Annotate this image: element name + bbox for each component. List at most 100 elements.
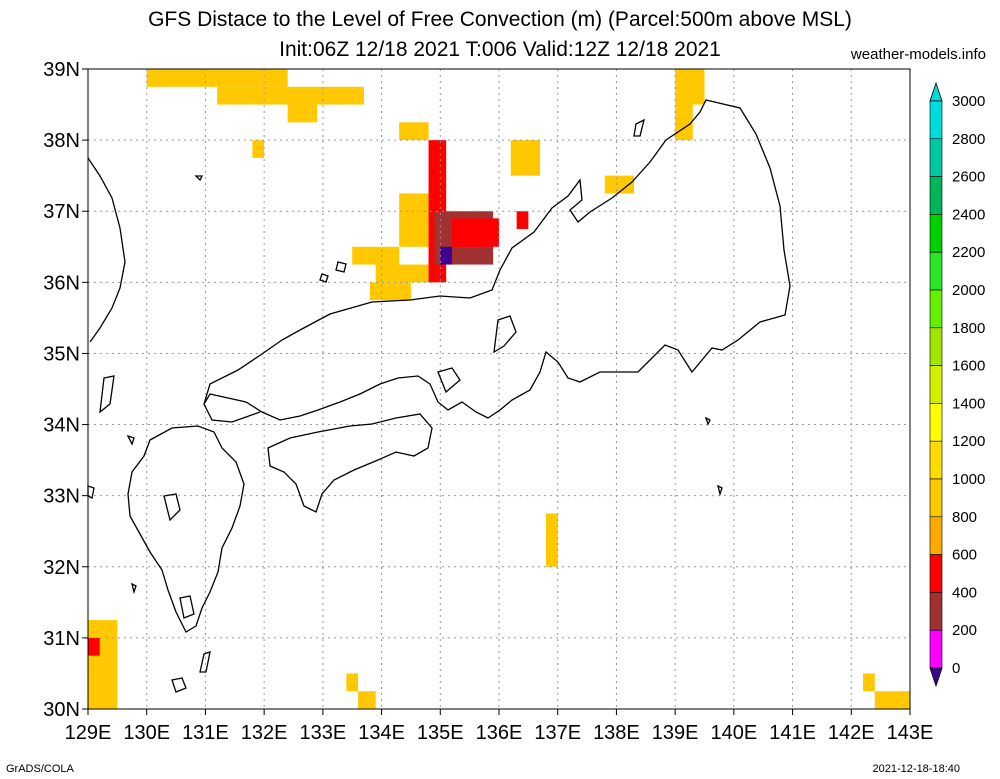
korea-south-island [87, 485, 95, 499]
yakushima [171, 677, 187, 693]
lon-label: 135E [417, 722, 464, 744]
colorbar-label: 3000 [952, 93, 985, 110]
lon-label: 143E [887, 722, 934, 744]
colorbar-top-arrow [929, 81, 943, 102]
colorbar-swatch [929, 516, 943, 555]
lon-label: 140E [710, 722, 757, 744]
footer-timestamp: 2021-12-18-18:40 [872, 763, 960, 775]
honshu-west [203, 329, 301, 405]
lat-label: 38N [43, 130, 80, 152]
awaji-island [437, 367, 461, 394]
field-cell [675, 104, 693, 141]
colorbar-label: 2400 [952, 206, 985, 223]
lon-label: 129E [65, 722, 112, 744]
field-cell [88, 620, 118, 709]
lat-label: 32N [43, 557, 80, 579]
oki-island-2 [319, 273, 329, 283]
field-cells [88, 69, 910, 709]
chart-subtitle: Init:06Z 12/18 2021 T:006 Valid:12Z 12/1… [279, 38, 721, 61]
axis-ticks [82, 68, 911, 715]
field-cell [88, 637, 100, 656]
lon-label: 139E [652, 722, 699, 744]
lon-label: 136E [476, 722, 523, 744]
grid-lines [88, 69, 910, 709]
colorbar-swatch [929, 100, 943, 140]
tanegashima [199, 651, 211, 673]
colorbar-label: 1000 [952, 471, 985, 488]
colorbar-label: 600 [952, 547, 977, 564]
colorbar-label: 1200 [952, 433, 985, 450]
field-cell [604, 175, 635, 194]
koshiki-island [131, 582, 137, 595]
colorbar-label: 200 [952, 622, 977, 639]
colorbar-swatch [929, 478, 943, 518]
field-cell [369, 282, 411, 301]
lat-label: 34N [43, 415, 80, 437]
izu-island [704, 416, 711, 426]
noto-peninsula [493, 315, 517, 354]
colorbar-swatch [929, 251, 943, 291]
colorbar-swatch [929, 327, 943, 366]
field-cell [675, 69, 705, 105]
kyushu-inner-2 [179, 595, 195, 619]
field-cell [352, 246, 400, 265]
lon-label: 134E [358, 722, 405, 744]
iki-island [126, 434, 135, 446]
field-cell [874, 691, 910, 709]
latitude-labels: 39N 38N 37N 36N 35N 34N 33N 32N 31N 30N [43, 59, 80, 721]
field-cell [863, 673, 875, 692]
oki-island [335, 261, 347, 273]
colorbar-label: 2600 [952, 169, 985, 186]
field-cell [440, 246, 453, 265]
field-cell [399, 193, 429, 247]
izu-island-2 [717, 484, 723, 497]
field-cell [516, 211, 529, 229]
colorbar-label: 2200 [952, 244, 985, 261]
tsushima-island [99, 375, 115, 414]
field-cell [452, 218, 499, 247]
lon-label: 142E [828, 722, 875, 744]
field-cell [358, 691, 376, 709]
lat-label: 31N [43, 628, 80, 650]
colorbar-swatch [929, 592, 943, 631]
colorbar-label: 1400 [952, 395, 985, 412]
lon-label: 131E [182, 722, 229, 744]
lat-label: 35N [43, 343, 80, 365]
shikoku-coast [267, 413, 433, 513]
field-cell [146, 69, 288, 87]
colorbar-swatch [929, 554, 943, 593]
chart-title: GFS Distace to the Level of Free Convect… [148, 8, 852, 31]
colorbar-bottom-arrow [929, 667, 943, 688]
colorbar-label: 2800 [952, 131, 985, 148]
lat-label: 36N [43, 272, 80, 294]
kyushu-coast [127, 425, 245, 633]
lon-label: 138E [593, 722, 640, 744]
colorbar-swatch [929, 214, 943, 253]
colorbar-swatch [929, 365, 943, 404]
colorbar-label: 2000 [952, 282, 985, 299]
kyushu-inner [163, 493, 181, 522]
field-cell [375, 264, 441, 283]
colorbar-swatch [929, 403, 943, 442]
colorbar-swatch [929, 289, 943, 329]
field-cell [399, 122, 429, 141]
colorbar-label: 1600 [952, 358, 985, 375]
field-cell [346, 673, 359, 692]
lon-label: 132E [241, 722, 288, 744]
lon-label: 133E [299, 722, 346, 744]
lat-label: 37N [43, 201, 80, 223]
field-cell [252, 140, 265, 158]
korea-coast [87, 157, 126, 343]
colorbar-swatch [929, 629, 943, 669]
lon-label: 137E [534, 722, 581, 744]
colorbar-label: 800 [952, 509, 977, 526]
longitude-labels: 129E 130E 131E 132E 133E 134E 135E 136E 137E 138E… [65, 722, 934, 744]
colorbar-swatch [929, 176, 943, 215]
lon-label: 130E [123, 722, 170, 744]
site-label: weather-models.info [850, 46, 986, 63]
field-cell [287, 104, 317, 123]
colorbar-label: 1800 [952, 320, 985, 337]
chosan-island [194, 175, 204, 182]
sado-island [633, 118, 645, 137]
lon-label: 141E [769, 722, 816, 744]
